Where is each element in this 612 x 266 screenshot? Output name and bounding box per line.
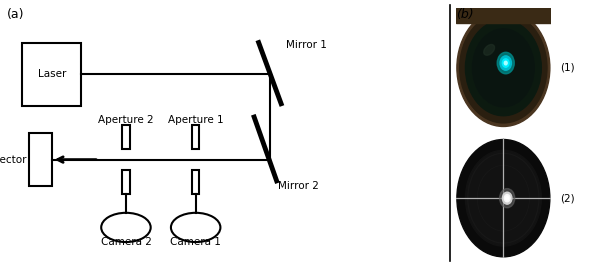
- Circle shape: [504, 195, 510, 202]
- Bar: [122, 170, 130, 194]
- Circle shape: [457, 9, 550, 127]
- Text: Camera 1: Camera 1: [170, 237, 221, 247]
- Bar: [456, 8, 551, 23]
- Circle shape: [497, 52, 514, 74]
- Circle shape: [506, 196, 509, 200]
- Text: Detector: Detector: [0, 155, 27, 165]
- Text: (b): (b): [456, 8, 474, 21]
- Circle shape: [457, 139, 550, 257]
- Circle shape: [171, 213, 220, 242]
- Ellipse shape: [483, 44, 494, 55]
- Bar: [122, 125, 130, 149]
- Text: (2): (2): [560, 193, 575, 203]
- Text: Laser: Laser: [37, 69, 66, 80]
- Circle shape: [472, 29, 534, 107]
- Text: Aperture 1: Aperture 1: [168, 115, 223, 125]
- Text: Mirror 2: Mirror 2: [278, 181, 319, 191]
- Circle shape: [465, 20, 542, 116]
- Bar: [192, 170, 200, 194]
- Circle shape: [101, 213, 151, 242]
- Circle shape: [500, 56, 512, 70]
- Text: Aperture 2: Aperture 2: [98, 115, 154, 125]
- Bar: [192, 125, 200, 149]
- Circle shape: [460, 13, 547, 123]
- Circle shape: [499, 189, 515, 208]
- Circle shape: [465, 150, 542, 246]
- Text: (1): (1): [560, 63, 575, 73]
- Bar: [23, 43, 81, 106]
- Text: Camera 2: Camera 2: [100, 237, 151, 247]
- Circle shape: [502, 192, 512, 204]
- Circle shape: [504, 61, 507, 65]
- Bar: [29, 133, 52, 186]
- Text: (a): (a): [7, 8, 24, 21]
- Text: Mirror 1: Mirror 1: [286, 40, 327, 50]
- Circle shape: [502, 59, 509, 67]
